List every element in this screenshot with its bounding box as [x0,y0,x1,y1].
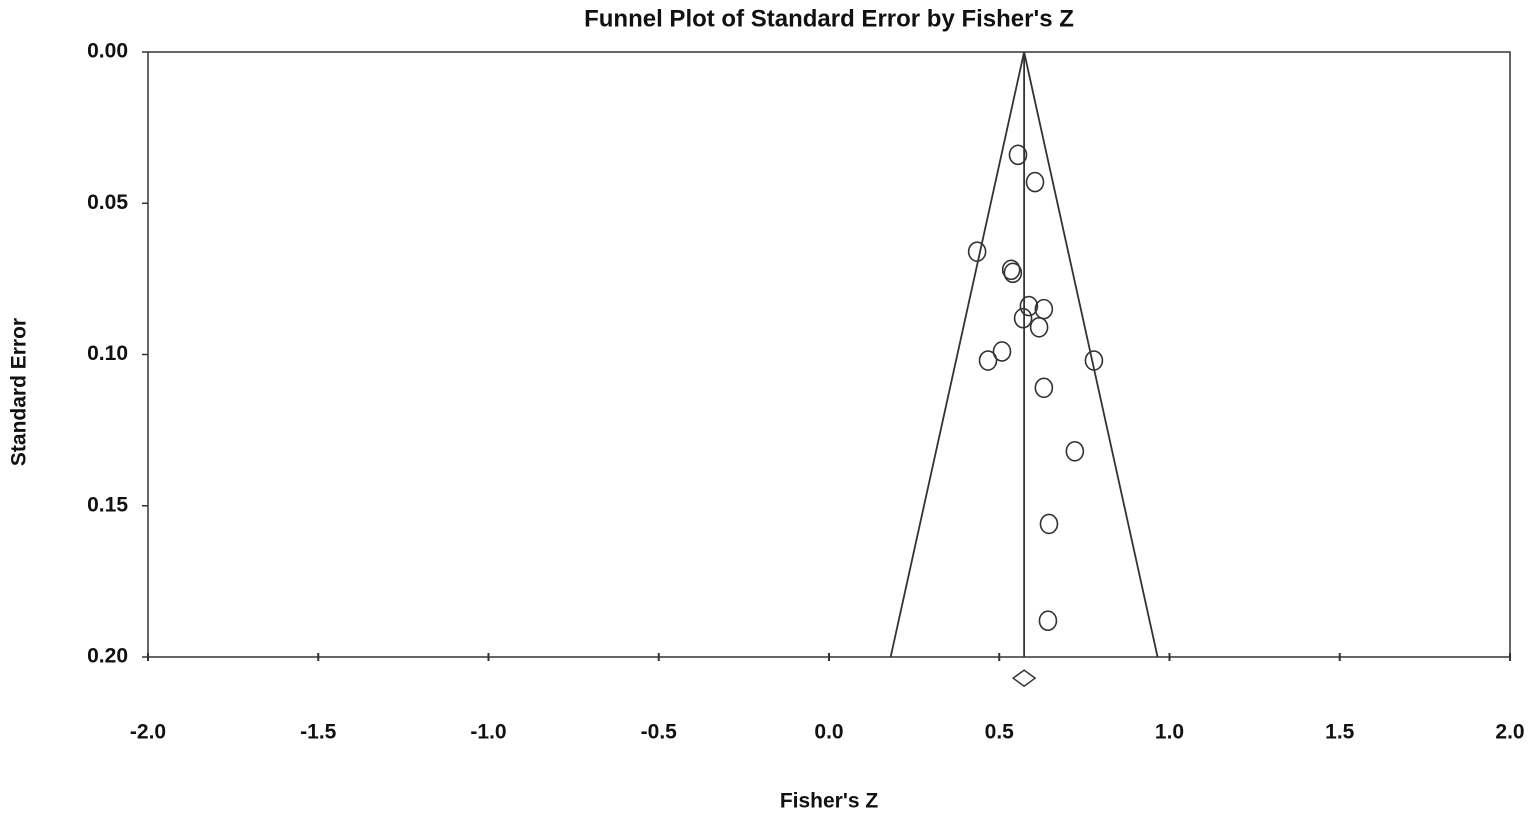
y-tick-label: 0.20 [87,645,128,668]
x-axis-label: Fisher's Z [780,790,879,813]
study-point [1084,350,1104,371]
study-point [992,341,1012,362]
y-tick-label: 0.15 [87,493,128,516]
study-point [1008,144,1028,166]
x-tick-label: 1.5 [1325,721,1355,744]
plot-frame [147,51,1511,658]
x-tick-label: -1.5 [300,721,337,744]
study-point [1013,307,1033,329]
study-point [1019,295,1039,317]
study-point [978,350,998,371]
x-tick-label: -0.5 [641,721,678,744]
study-point [1065,440,1085,462]
y-tick-label: 0.05 [87,191,128,214]
funnel-line [889,51,1025,658]
x-tick-label: 2.0 [1495,721,1524,744]
x-tick-label: 0.0 [814,721,843,744]
study-point [1025,171,1045,193]
x-tick-label: -2.0 [130,721,166,744]
study-point [1039,513,1059,535]
study-point [1034,298,1054,320]
y-tick-label: 0.00 [87,40,128,63]
study-point [1003,262,1023,284]
study-point [1038,610,1058,632]
summary-diamond [1011,669,1037,688]
x-tick-label: -1.0 [470,721,506,744]
funnel-line [1023,51,1159,658]
x-tick-label: 0.5 [985,721,1015,744]
y-tick-label: 0.10 [87,342,128,365]
study-point [1001,259,1021,281]
x-tick-label: 1.0 [1155,721,1184,744]
y-axis-label: Standard Error [8,318,31,466]
study-point [967,241,987,262]
study-point [1029,316,1049,338]
chart-title: Funnel Plot of Standard Error by Fisher'… [584,5,1074,32]
study-point [1034,377,1054,399]
